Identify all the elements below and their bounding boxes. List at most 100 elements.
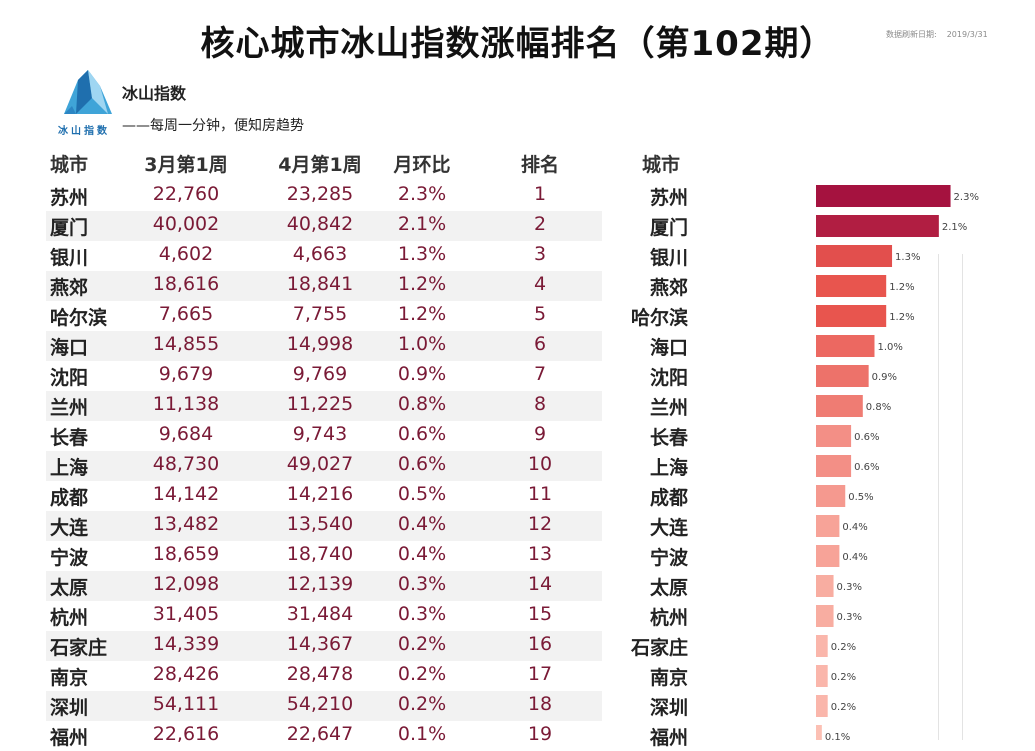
bar-value-label: 0.1% <box>825 732 850 740</box>
row-mom-value: 0.2% <box>397 663 447 685</box>
row-city: 哈尔滨 <box>50 307 108 329</box>
row-mom-value: 1.2% <box>397 303 447 325</box>
row-city: 燕郊 <box>50 277 89 299</box>
row-rank: 10 <box>527 453 553 475</box>
header-rank: 排名 <box>520 154 559 176</box>
bar <box>816 695 828 717</box>
chart-category-label: 宁波 <box>649 547 688 569</box>
row-city: 深圳 <box>50 697 89 719</box>
bar <box>816 215 939 237</box>
row-city: 海口 <box>50 337 89 359</box>
bar-value-label: 0.4% <box>842 552 867 563</box>
table-row: 苏州 22,760 23,285 2.3% 1 <box>46 181 602 211</box>
row-mom-value: 1.3% <box>397 243 447 265</box>
update-date-label: 数据刷新日期: <box>886 30 937 39</box>
row-march-value: 31,405 <box>152 603 220 625</box>
row-april-value: 11,225 <box>286 393 354 415</box>
header-april: 4月第1周 <box>278 154 362 176</box>
bar <box>816 395 863 417</box>
row-april-value: 4,663 <box>292 243 348 265</box>
row-mom-value: 0.9% <box>397 363 447 385</box>
row-mom-value: 0.3% <box>397 573 447 595</box>
row-city: 苏州 <box>50 187 89 209</box>
chart-category-label: 厦门 <box>649 217 688 239</box>
bar <box>816 635 828 657</box>
bar <box>816 545 840 567</box>
row-city: 石家庄 <box>50 637 108 659</box>
row-march-value: 9,679 <box>158 363 214 385</box>
row-rank: 16 <box>527 633 553 655</box>
chart-category-label: 成都 <box>649 487 688 509</box>
row-rank: 6 <box>533 333 547 355</box>
row-march-value: 18,616 <box>152 273 220 295</box>
table-row: 深圳 54,111 54,210 0.2% 18 <box>46 691 602 721</box>
row-mom-value: 1.2% <box>397 273 447 295</box>
chart-category-label: 杭州 <box>649 607 688 629</box>
bar <box>816 455 852 477</box>
table-row: 沈阳 9,679 9,769 0.9% 7 <box>46 361 602 391</box>
row-march-value: 13,482 <box>152 513 220 535</box>
bar-value-label: 0.9% <box>872 372 897 383</box>
update-date-value: 2019/3/31 <box>946 30 988 39</box>
row-march-value: 48,730 <box>152 453 220 475</box>
row-march-value: 14,142 <box>152 483 220 505</box>
header-city: 城市 <box>50 154 89 176</box>
bar <box>816 515 840 537</box>
bar-value-label: 0.4% <box>842 522 867 533</box>
table-row: 太原 12,098 12,139 0.3% 14 <box>46 571 602 601</box>
table-row: 宁波 18,659 18,740 0.4% 13 <box>46 541 602 571</box>
table-row: 长春 9,684 9,743 0.6% 9 <box>46 421 602 451</box>
row-rank: 15 <box>527 603 553 625</box>
row-march-value: 12,098 <box>152 573 220 595</box>
chart-category-label: 兰州 <box>649 397 688 419</box>
row-mom-value: 2.1% <box>397 213 447 235</box>
table-row: 兰州 11,138 11,225 0.8% 8 <box>46 391 602 421</box>
bar-value-label: 0.6% <box>854 462 879 473</box>
bar-value-label: 0.5% <box>848 492 873 503</box>
row-rank: 9 <box>533 423 547 445</box>
row-rank: 5 <box>533 303 547 325</box>
row-rank: 4 <box>533 273 547 295</box>
table-row: 南京 28,426 28,478 0.2% 17 <box>46 661 602 691</box>
chart-category-label: 海口 <box>649 337 688 359</box>
row-city: 长春 <box>50 427 89 449</box>
row-city: 大连 <box>50 517 89 539</box>
chart-category-label: 沈阳 <box>649 367 688 389</box>
bar-value-label: 0.2% <box>831 672 856 683</box>
bar-value-label: 0.3% <box>837 582 862 593</box>
row-april-value: 14,367 <box>286 633 354 655</box>
bar <box>816 275 887 297</box>
row-march-value: 14,339 <box>152 633 220 655</box>
row-city: 沈阳 <box>50 367 89 389</box>
logo-text: 冰山指数 <box>58 124 110 137</box>
row-city: 上海 <box>50 457 89 479</box>
row-city: 宁波 <box>50 547 89 569</box>
chart-category-label: 大连 <box>649 517 688 539</box>
row-march-value: 14,855 <box>152 333 220 355</box>
row-rank: 1 <box>533 183 547 205</box>
row-march-value: 22,760 <box>152 183 220 205</box>
row-april-value: 9,743 <box>292 423 348 445</box>
row-rank: 11 <box>527 483 553 505</box>
row-mom-value: 0.4% <box>397 543 447 565</box>
row-march-value: 54,111 <box>152 693 220 715</box>
row-rank: 12 <box>527 513 553 535</box>
iceberg-logo: 冰山指数 <box>56 68 120 138</box>
table-row: 海口 14,855 14,998 1.0% 6 <box>46 331 602 361</box>
row-april-value: 31,484 <box>286 603 354 625</box>
row-city: 银川 <box>50 247 89 269</box>
row-city: 杭州 <box>50 607 89 629</box>
bar-value-label: 0.6% <box>854 432 879 443</box>
row-rank: 8 <box>533 393 547 415</box>
bar <box>816 665 828 687</box>
row-april-value: 40,842 <box>286 213 354 235</box>
chart-category-label: 苏州 <box>649 187 688 209</box>
chart-category-header: 城市 <box>642 154 681 176</box>
chart-category-label: 石家庄 <box>630 637 688 659</box>
header-march: 3月第1周 <box>144 154 228 176</box>
bar-value-label: 0.2% <box>831 642 856 653</box>
page-title: 核心城市冰山指数涨幅排名（第102期） <box>200 24 835 64</box>
row-march-value: 9,684 <box>158 423 214 445</box>
row-mom-value: 0.5% <box>397 483 447 505</box>
row-mom-value: 0.2% <box>397 693 447 715</box>
